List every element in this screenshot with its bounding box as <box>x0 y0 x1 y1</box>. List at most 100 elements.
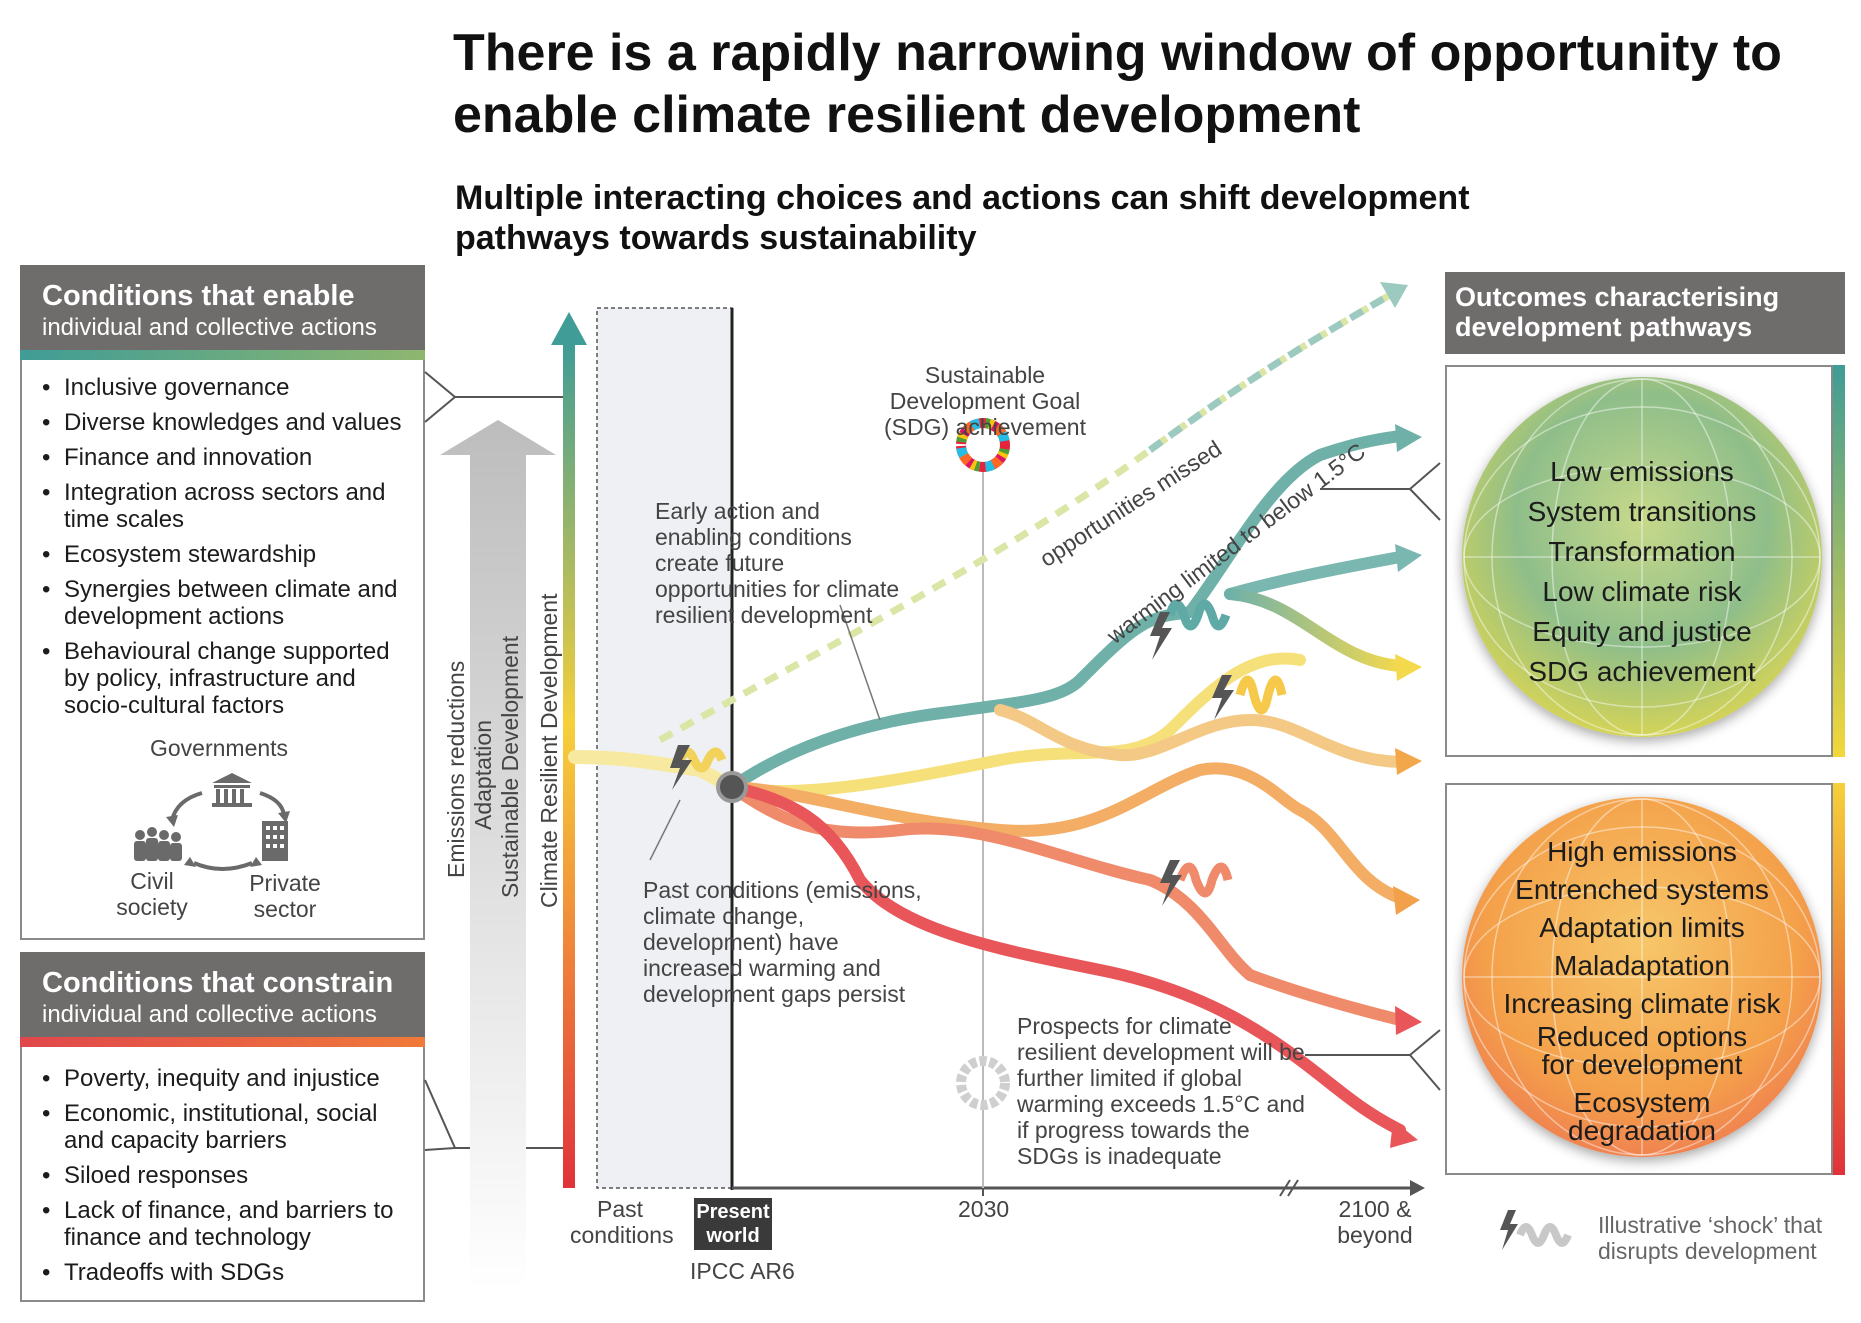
shock-squiggle-teal <box>1165 599 1231 631</box>
sdg-annotation: Sustainable Development Goal (SDG) achie… <box>884 362 1086 440</box>
constrain-header: Conditions that constrain individual and… <box>20 952 425 1037</box>
constrain-list: Poverty, inequity and injustice Economic… <box>42 1065 402 1294</box>
early-action-annotation: Early action and enabling conditions cre… <box>655 498 900 628</box>
globe-grid <box>1463 798 1821 1156</box>
enable-connector <box>424 371 565 423</box>
shock-squiggle-salmon <box>1175 862 1233 898</box>
shock-legend-squiggle <box>1516 1223 1572 1247</box>
x-label-past: Past conditions <box>570 1196 674 1248</box>
list-item: Poverty, inequity and injustice <box>42 1065 402 1092</box>
shock-squiggle-present <box>675 747 727 773</box>
present-world-dot <box>716 771 748 803</box>
government-building-icon <box>212 773 252 807</box>
constrain-color-bar <box>20 1037 425 1047</box>
list-item: Economic, institutional, social and capa… <box>42 1100 402 1154</box>
outcome-item: Low climate risk <box>1542 576 1742 607</box>
outcome-item: Reduced options for development <box>1536 1021 1748 1080</box>
shock-squiggle-yellow <box>1235 675 1287 715</box>
shock-legend-label: Illustrative ‘shock’ that disrupts devel… <box>1598 1212 1823 1264</box>
constrain-box: Poverty, inequity and injustice Economic… <box>20 1047 425 1302</box>
past-strip <box>596 307 733 1189</box>
opportunities-missed-path-upper <box>1147 288 1397 453</box>
positive-outcomes-box: Low emissions System transitions Transfo… <box>1445 365 1833 757</box>
prospects-annotation: Prospects for climate resilient developm… <box>1017 1013 1305 1169</box>
enable-title: Conditions that enable <box>42 280 355 312</box>
lightning-icon <box>670 612 1518 1250</box>
x-label-ar6: IPCC AR6 <box>690 1258 795 1284</box>
list-item: Finance and innovation <box>42 444 402 471</box>
teal-arrow-2 <box>1395 544 1422 572</box>
cycle-arrows-icon <box>166 791 290 871</box>
outcome-item: Ecosystem degradation <box>1568 1087 1716 1146</box>
subtitle: Multiple interacting choices and actions… <box>455 179 1470 257</box>
pathway-teal-second <box>1224 551 1406 600</box>
past-conditions-leader <box>649 799 681 861</box>
pathway-salmon <box>726 781 1406 1026</box>
axis-break <box>1279 1179 1299 1197</box>
background-up-arrow <box>440 420 556 1290</box>
enable-box: Inclusive governance Diverse knowledges … <box>20 360 425 940</box>
outcome-item: Equity and justice <box>1532 616 1752 647</box>
positive-side-bar <box>1833 365 1845 757</box>
list-item: Behavioural change supported by policy, … <box>42 638 402 719</box>
x-label-2100: 2100 & beyond <box>1337 1196 1413 1248</box>
office-building-icon <box>262 821 288 861</box>
outcome-item: Low emissions <box>1550 456 1734 487</box>
civil-society-label: Civil society <box>116 868 188 920</box>
pathway-teal-main <box>726 430 1406 793</box>
list-item: Integration across sectors and time scal… <box>42 479 402 533</box>
orange-arrow-low <box>1393 886 1420 915</box>
past-pathway <box>568 750 739 794</box>
crd-arrow-head <box>551 312 587 345</box>
outcomes-header: Outcomes characterising development path… <box>1445 272 1845 354</box>
sdg-grey-wheel-icon <box>956 1056 1010 1110</box>
outcome-item: Transformation <box>1548 536 1736 567</box>
main-title: There is a rapidly narrowing window of o… <box>453 24 1782 144</box>
pathway-red <box>726 781 1406 1136</box>
enable-list: Inclusive governance Diverse knowledges … <box>42 374 402 727</box>
constrain-subtitle: individual and collective actions <box>42 1001 377 1028</box>
axis-label-emissions: Emissions reductions <box>443 660 469 878</box>
negative-outcomes-circle: High emissions Entrenched systems Adapta… <box>1462 797 1822 1157</box>
list-item: Siloed responses <box>42 1162 402 1189</box>
positive-bracket <box>1409 462 1441 521</box>
axis-label-crd: Climate Resilient Development <box>536 593 562 908</box>
pathway-beige <box>994 704 1406 768</box>
sdg-wheel-icon <box>956 418 1010 472</box>
constrain-title: Conditions that constrain <box>42 967 394 999</box>
teal-arrow-1 <box>1395 424 1422 452</box>
past-conditions-annotation: Past conditions (emissions, climate chan… <box>643 877 922 1007</box>
negative-bracket <box>1409 1029 1441 1091</box>
red-arrow-2 <box>1390 1120 1418 1148</box>
actors-cycle-diagram <box>134 773 290 871</box>
outcomes-title: Outcomes characterising development path… <box>1455 282 1780 342</box>
enable-color-bar <box>20 350 425 360</box>
outcome-item: High emissions <box>1547 836 1737 867</box>
outcome-item: System transitions <box>1527 496 1757 527</box>
people-group-icon <box>134 827 182 861</box>
list-item: Synergies between climate and developmen… <box>42 576 402 630</box>
early-action-leader <box>839 604 881 721</box>
list-item: Ecosystem stewardship <box>42 541 402 568</box>
enable-header: Conditions that enable individual and co… <box>20 265 425 350</box>
outcome-item: Maladaptation <box>1554 950 1730 981</box>
list-item: Inclusive governance <box>42 374 402 401</box>
orange-arrow-mid <box>1395 748 1422 775</box>
pathway-orange <box>726 762 1406 904</box>
axis-label-sustainable: Sustainable Development <box>497 635 523 898</box>
list-item: Diverse knowledges and values <box>42 409 402 436</box>
enable-subtitle: individual and collective actions <box>42 314 377 341</box>
x-axis-arrow <box>1410 1180 1425 1196</box>
list-item: Tradeoffs with SDGs <box>42 1259 402 1286</box>
x-label-present: Present world <box>694 1198 772 1250</box>
x-label-2030: 2030 <box>958 1196 1010 1222</box>
yellow-arrow-top <box>1395 654 1422 681</box>
crd-vertical-bar <box>563 343 575 1188</box>
outcome-item: Entrenched systems <box>1515 874 1769 905</box>
negative-side-bar <box>1833 783 1845 1175</box>
axis-label-adaptation: Adaptation <box>470 720 496 830</box>
list-item: Lack of finance, and barriers to finance… <box>42 1197 402 1251</box>
private-sector-label: Private sector <box>249 870 321 922</box>
opportunities-missed-arrow <box>1380 282 1408 308</box>
